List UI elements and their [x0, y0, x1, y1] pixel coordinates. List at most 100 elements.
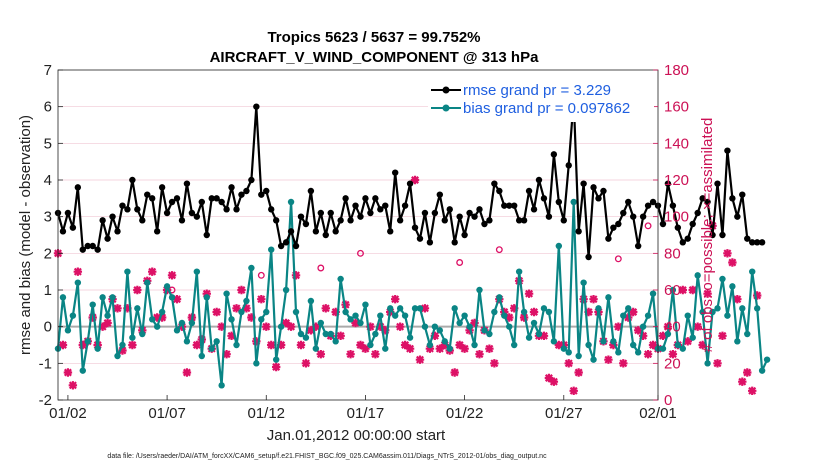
- obs-assimilated-point: [554, 340, 564, 350]
- obs-assimilated-point: [490, 359, 499, 368]
- bias-point: [471, 341, 478, 349]
- y-right-tick-label: 80: [664, 245, 681, 262]
- bias-point: [282, 286, 290, 294]
- obs-assimilated-point: [505, 313, 514, 322]
- bias-point: [248, 264, 255, 272]
- bias-point: [565, 349, 572, 356]
- obs-assimilated-point: [643, 349, 653, 359]
- rmse-point: [496, 187, 503, 195]
- rmse-point: [471, 213, 478, 220]
- bias-point: [411, 305, 419, 312]
- rmse-point: [114, 228, 121, 235]
- bias-point: [367, 341, 374, 349]
- rmse-point: [684, 235, 691, 242]
- obs-possible-point: [317, 264, 325, 272]
- obs-assimilated-point: [202, 289, 211, 298]
- bias-point: [530, 319, 538, 327]
- bias-point: [441, 338, 448, 345]
- rmse-point: [79, 246, 86, 253]
- bias-point: [243, 297, 250, 305]
- rmse-point: [203, 231, 210, 239]
- bias-point: [332, 338, 339, 345]
- rmse-point: [282, 239, 290, 246]
- obs-assimilated-point: [247, 313, 256, 322]
- bias-point: [704, 360, 711, 367]
- obs-assimilated-point: [217, 322, 226, 331]
- bias-point: [421, 323, 429, 330]
- legend-bias-label: bias grand pr = 0.097862: [463, 100, 630, 117]
- rmse-point: [704, 198, 711, 206]
- obs-assimilated-point: [276, 340, 286, 350]
- y-tick-label: 5: [44, 135, 52, 152]
- bias-point: [263, 308, 270, 316]
- obs-assimilated-point: [698, 340, 707, 350]
- obs-assimilated-point: [212, 307, 221, 317]
- bias-point: [208, 345, 215, 352]
- x-tick-label: 01/17: [347, 405, 385, 422]
- rmse-point: [600, 187, 607, 195]
- obs-assimilated-point: [242, 304, 251, 313]
- bias-point: [387, 305, 394, 312]
- bias-point: [456, 319, 463, 327]
- y-right-tick-label: 160: [664, 99, 689, 116]
- bias-point: [401, 312, 409, 319]
- obs-assimilated-point: [390, 294, 400, 304]
- obs-assimilated-point: [614, 322, 623, 331]
- rmse-point: [620, 209, 627, 217]
- rmse-point: [233, 206, 240, 213]
- rmse-point: [322, 231, 329, 239]
- y-right-tick-label: 60: [664, 282, 681, 299]
- bias-point: [317, 319, 325, 327]
- obs-assimilated-point: [475, 349, 484, 359]
- bias-point: [223, 290, 230, 297]
- bias-point: [129, 334, 136, 341]
- rmse-point: [258, 191, 265, 198]
- right-axis: 0 20 40 60 80 100 120 140 160 180: [653, 62, 689, 409]
- rmse-point: [456, 213, 463, 220]
- obs-assimilated-point: [336, 331, 345, 341]
- rmse-point: [515, 217, 523, 224]
- obs-assimilated-point: [405, 344, 415, 353]
- rmse-point: [84, 242, 91, 250]
- rmse-point: [426, 239, 434, 246]
- bias-point: [104, 312, 111, 319]
- rmse-point: [144, 191, 151, 198]
- obs-assimilated-point: [678, 285, 687, 295]
- obs-assimilated-point: [703, 289, 712, 298]
- rmse-point: [689, 220, 696, 228]
- bias-line: [56, 200, 769, 387]
- rmse-point: [173, 195, 181, 202]
- bias-point: [436, 327, 444, 334]
- obs-assimilated-point: [723, 249, 732, 258]
- bias-series: [54, 198, 771, 389]
- rmse-point: [99, 217, 106, 224]
- x-tick-label: 01/02: [49, 405, 87, 422]
- rmse-point: [119, 202, 126, 209]
- bias-point: [431, 323, 439, 330]
- rmse-point: [550, 151, 558, 158]
- obs-assimilated-point: [366, 322, 375, 331]
- bias-point: [709, 308, 716, 316]
- bias-point: [302, 334, 310, 341]
- bias-point: [506, 323, 513, 330]
- bias-point: [416, 305, 424, 312]
- rmse-point: [506, 202, 513, 209]
- rmse-point: [719, 231, 726, 239]
- bias-point: [724, 312, 731, 319]
- rmse-point: [377, 206, 384, 213]
- y-right-tick-label: 120: [664, 172, 689, 189]
- bias-point: [114, 352, 121, 360]
- obs-assimilated-point: [301, 359, 311, 368]
- bias-point: [555, 242, 563, 250]
- rmse-point: [461, 231, 468, 239]
- bias-point: [461, 312, 468, 319]
- bias-point: [193, 268, 201, 275]
- bias-point: [466, 323, 473, 330]
- rmse-point: [644, 202, 652, 209]
- bias-point: [481, 327, 488, 334]
- obs-assimilated-point: [648, 340, 658, 350]
- obs-assimilated-point: [395, 322, 405, 331]
- rmse-point: [753, 239, 761, 246]
- y-axis-label-right: # of obs: o=possible; ×=assimilated: [699, 118, 716, 353]
- bias-point: [694, 272, 701, 279]
